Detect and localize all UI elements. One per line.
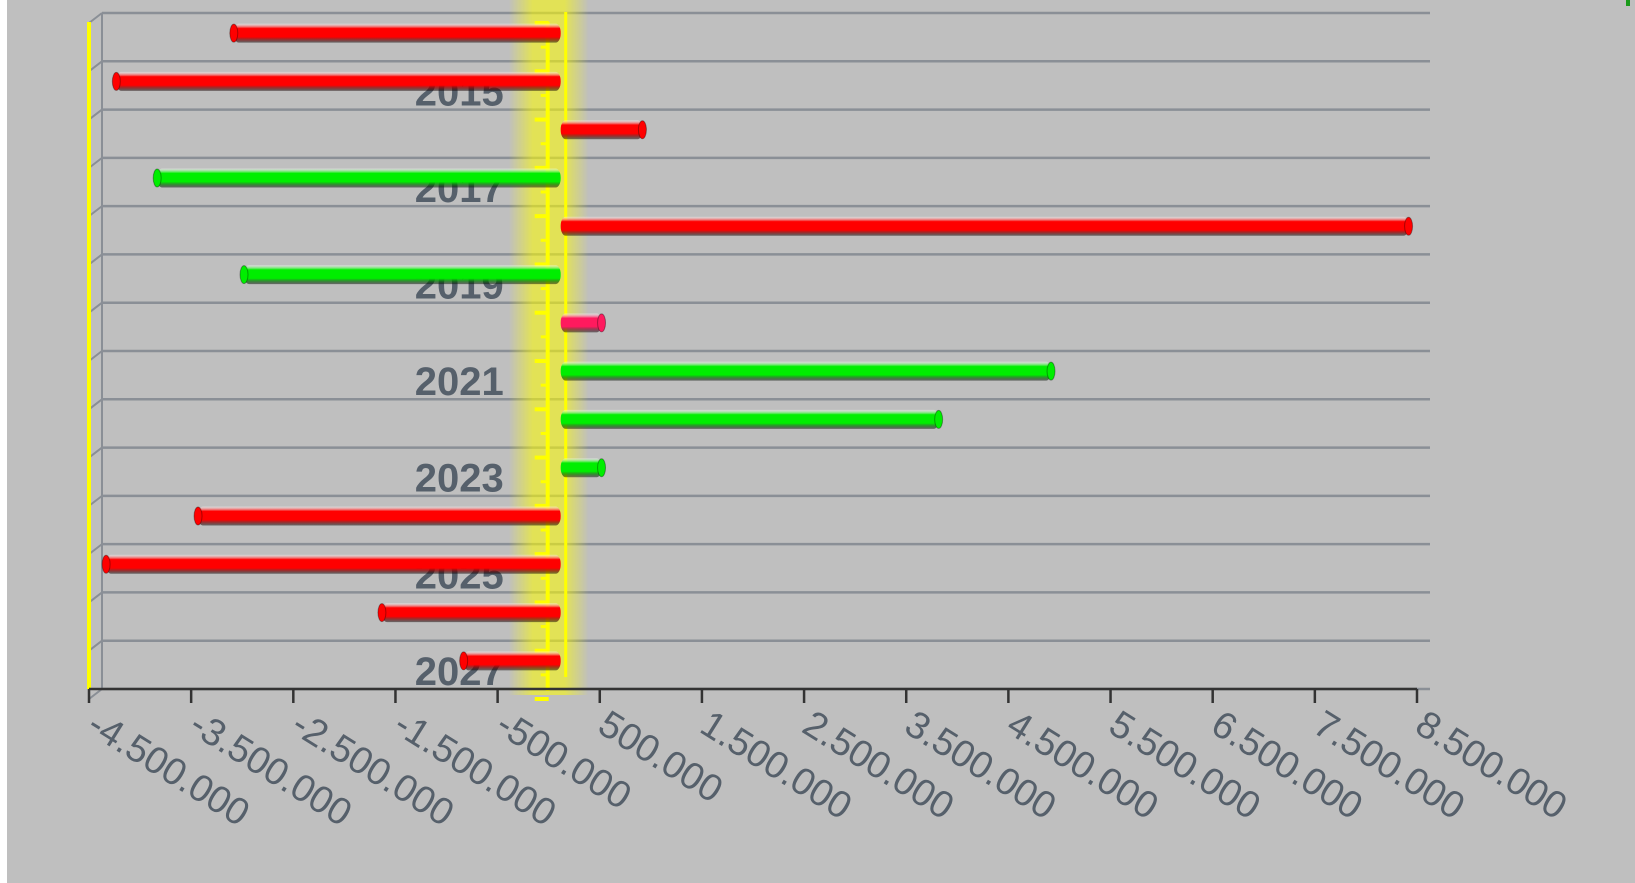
bar	[560, 409, 939, 429]
bar	[560, 361, 1052, 381]
gridline-slant	[88, 591, 103, 604]
gridline-slant	[88, 301, 103, 314]
bar	[244, 265, 561, 285]
bar-cap	[111, 71, 121, 91]
corner-mark	[1626, 0, 1630, 6]
bar-cap	[239, 265, 249, 285]
gridline-slant	[88, 639, 103, 652]
bar-cap	[597, 458, 607, 478]
bar	[157, 168, 561, 188]
gridline-slant	[88, 495, 103, 507]
bar-cap	[377, 603, 387, 623]
bar-cap	[1404, 216, 1414, 236]
bar-cap	[101, 554, 111, 574]
category-label: 2023	[415, 457, 504, 501]
bar-cap	[193, 506, 203, 526]
gridline-slant	[88, 398, 103, 411]
bar-cap	[637, 120, 647, 140]
category-label: 2021	[415, 360, 504, 404]
gridline-slant	[88, 543, 103, 555]
bar	[233, 23, 561, 43]
bar	[560, 120, 643, 140]
gridline-slant	[88, 157, 103, 169]
bar	[560, 216, 1409, 236]
bar-cap	[459, 651, 469, 671]
gridline-slant	[88, 446, 103, 459]
bar-cap	[229, 23, 239, 43]
bar	[381, 603, 561, 623]
bar-cap	[152, 168, 162, 188]
bar	[463, 651, 561, 671]
gridline-slant	[88, 253, 103, 266]
bar	[560, 458, 602, 478]
bar-cap	[597, 313, 607, 333]
gridline-slant	[88, 350, 103, 362]
gridline-slant	[88, 60, 103, 73]
gridline-slant	[88, 12, 103, 24]
bar	[198, 506, 561, 526]
chart-area-background	[7, 0, 1635, 883]
gridline-slant	[88, 108, 103, 121]
gridline-slant	[88, 205, 103, 217]
gridline-slant	[88, 688, 103, 700]
bar-cap	[934, 409, 944, 429]
bar	[560, 313, 602, 333]
bar-cap	[1046, 361, 1056, 381]
bar	[116, 71, 561, 91]
bar	[106, 554, 561, 574]
